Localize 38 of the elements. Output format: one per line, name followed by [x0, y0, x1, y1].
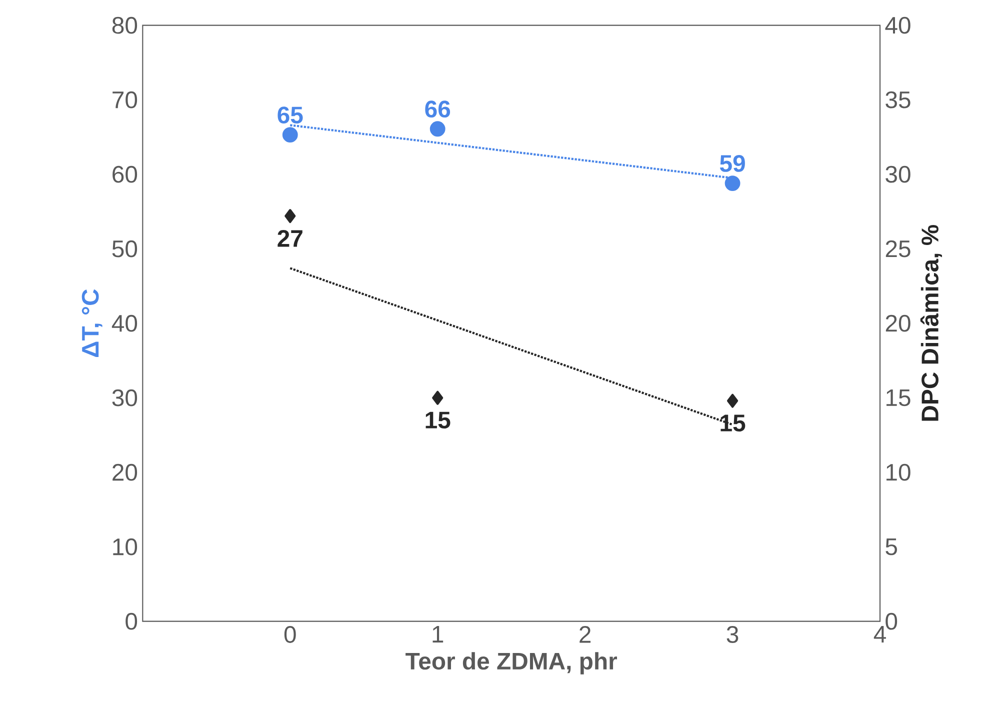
- point: [282, 127, 298, 143]
- y-tick-label: 80: [112, 16, 138, 34]
- data-label: 66: [425, 100, 450, 118]
- point: [284, 209, 296, 224]
- x-tick-label: 1: [432, 626, 444, 642]
- x-tick-label: 3: [726, 626, 738, 643]
- y2-tick-label: 20: [886, 314, 910, 332]
- data-label: 27: [278, 230, 302, 247]
- y-axis-title: ΔT, °C: [82, 289, 102, 357]
- data-label: 65: [278, 106, 303, 124]
- y-tick-label: 70: [112, 91, 138, 108]
- data-label: 59: [720, 154, 745, 172]
- y2-tick-label: 35: [886, 91, 910, 108]
- point: [432, 390, 444, 405]
- y-tick-label: 10: [113, 538, 138, 556]
- y-tick-label: 50: [112, 240, 138, 258]
- y-tick-label: 20: [112, 464, 138, 481]
- x-tick-label: 0: [284, 626, 296, 643]
- point: [726, 394, 738, 408]
- y2-axis-title: DPC Dinâmica, %: [920, 225, 942, 421]
- y-tick-label: 0: [126, 612, 138, 630]
- data-label: 15: [426, 412, 450, 428]
- y2-tick-label: 10: [886, 464, 910, 481]
- y2-tick-label: 30: [886, 166, 910, 183]
- x-tick-label: 4: [874, 626, 886, 642]
- y-tick-label: 40: [112, 314, 138, 332]
- y2-tick-label: 15: [886, 389, 910, 406]
- y-tick-label: 30: [112, 389, 138, 406]
- point: [724, 176, 740, 191]
- x-tick-label: 2: [580, 626, 591, 643]
- y2-tick-label: 25: [886, 240, 910, 258]
- y2-tick-label: 40: [885, 16, 910, 34]
- y2-tick-label: 0: [886, 612, 898, 630]
- y-tick-label: 60: [112, 166, 138, 183]
- x-axis-title: Teor de ZDMA, phr: [406, 652, 618, 674]
- y2-tick-label: 5: [886, 538, 897, 556]
- point: [430, 121, 446, 137]
- data-label: 15: [720, 414, 746, 432]
